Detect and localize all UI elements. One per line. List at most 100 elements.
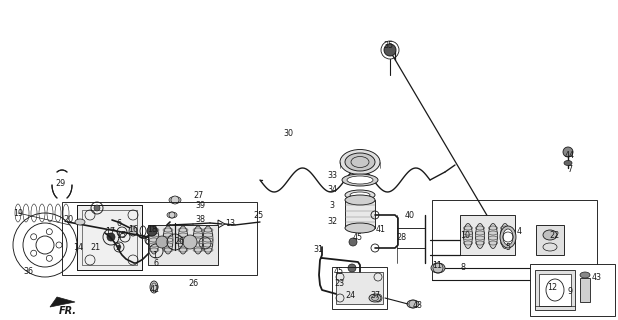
Ellipse shape xyxy=(488,223,497,249)
Bar xyxy=(530,264,615,316)
Bar xyxy=(82,210,137,265)
Bar xyxy=(336,272,383,304)
Text: 16: 16 xyxy=(128,225,138,234)
Ellipse shape xyxy=(503,229,513,245)
Circle shape xyxy=(563,147,573,157)
Text: 6: 6 xyxy=(145,237,150,246)
Text: 45: 45 xyxy=(334,267,344,276)
Text: 26: 26 xyxy=(188,278,198,287)
Ellipse shape xyxy=(75,219,85,225)
Ellipse shape xyxy=(193,226,203,254)
Circle shape xyxy=(384,44,396,56)
Text: 43: 43 xyxy=(413,300,423,309)
Text: 11: 11 xyxy=(432,260,442,269)
Text: 10: 10 xyxy=(460,230,470,239)
Ellipse shape xyxy=(203,226,213,254)
Text: 26: 26 xyxy=(174,237,184,246)
Bar xyxy=(332,267,387,309)
Text: 18: 18 xyxy=(147,225,157,234)
Text: 20: 20 xyxy=(63,215,73,225)
Ellipse shape xyxy=(345,190,375,200)
Text: 38: 38 xyxy=(195,214,205,223)
Ellipse shape xyxy=(345,223,375,233)
Ellipse shape xyxy=(464,223,473,249)
Text: 39: 39 xyxy=(195,201,205,210)
Text: 42: 42 xyxy=(150,284,160,293)
Bar xyxy=(460,215,515,255)
Text: 9: 9 xyxy=(567,287,572,297)
Bar xyxy=(62,202,257,275)
Bar xyxy=(148,225,218,265)
Text: 41: 41 xyxy=(376,226,386,235)
Text: 13: 13 xyxy=(225,219,235,228)
Text: 34: 34 xyxy=(327,186,337,195)
Ellipse shape xyxy=(431,263,445,273)
Text: 5: 5 xyxy=(506,244,510,252)
Text: 14: 14 xyxy=(73,244,83,252)
Ellipse shape xyxy=(501,223,509,249)
Bar xyxy=(539,274,571,306)
Text: 25: 25 xyxy=(253,211,263,220)
Bar xyxy=(535,270,575,310)
Ellipse shape xyxy=(340,149,380,174)
Text: 22: 22 xyxy=(549,231,559,241)
Ellipse shape xyxy=(350,192,370,198)
Text: 35: 35 xyxy=(383,42,393,51)
Circle shape xyxy=(94,205,100,211)
Bar xyxy=(536,225,564,255)
Text: 40: 40 xyxy=(405,211,415,220)
Text: 8: 8 xyxy=(460,263,465,273)
Text: 2: 2 xyxy=(116,244,121,252)
Ellipse shape xyxy=(500,226,516,248)
Ellipse shape xyxy=(347,176,373,184)
Polygon shape xyxy=(50,297,75,307)
Circle shape xyxy=(349,238,357,246)
Text: 29: 29 xyxy=(56,179,66,188)
Bar xyxy=(580,278,590,302)
Bar xyxy=(432,200,597,280)
Ellipse shape xyxy=(178,226,188,254)
Bar xyxy=(345,200,375,228)
Text: 1: 1 xyxy=(153,251,158,260)
Text: 24: 24 xyxy=(345,291,355,300)
Text: 37: 37 xyxy=(370,292,380,300)
Text: 30: 30 xyxy=(283,129,293,138)
Ellipse shape xyxy=(345,195,375,205)
Ellipse shape xyxy=(580,272,590,278)
Circle shape xyxy=(147,226,157,236)
Ellipse shape xyxy=(169,196,181,204)
Ellipse shape xyxy=(407,300,419,308)
Text: 21: 21 xyxy=(90,243,100,252)
Text: 17: 17 xyxy=(105,227,115,236)
Ellipse shape xyxy=(167,212,177,218)
Text: 15: 15 xyxy=(116,230,126,239)
Circle shape xyxy=(156,236,168,248)
Ellipse shape xyxy=(129,226,137,236)
Text: 28: 28 xyxy=(396,234,406,243)
Text: 44: 44 xyxy=(565,150,575,159)
Text: 3: 3 xyxy=(329,201,334,210)
Text: 4: 4 xyxy=(517,228,522,236)
Text: 6: 6 xyxy=(153,259,158,268)
Bar xyxy=(77,205,142,270)
Text: 36: 36 xyxy=(23,268,33,276)
Text: 7: 7 xyxy=(567,165,572,174)
Text: 32: 32 xyxy=(327,217,337,226)
Ellipse shape xyxy=(543,230,557,240)
Ellipse shape xyxy=(342,174,378,186)
Circle shape xyxy=(348,264,356,272)
Circle shape xyxy=(169,212,175,218)
Ellipse shape xyxy=(564,161,572,165)
Ellipse shape xyxy=(163,226,173,254)
Bar xyxy=(77,205,142,270)
Text: FR.: FR. xyxy=(59,306,77,316)
Text: 23: 23 xyxy=(334,278,344,287)
Circle shape xyxy=(117,245,121,249)
Text: 31: 31 xyxy=(313,244,323,253)
Text: 6: 6 xyxy=(117,219,122,228)
Circle shape xyxy=(183,235,197,249)
Ellipse shape xyxy=(345,153,375,171)
Text: 19: 19 xyxy=(13,209,23,218)
Ellipse shape xyxy=(149,226,159,254)
Ellipse shape xyxy=(475,223,485,249)
